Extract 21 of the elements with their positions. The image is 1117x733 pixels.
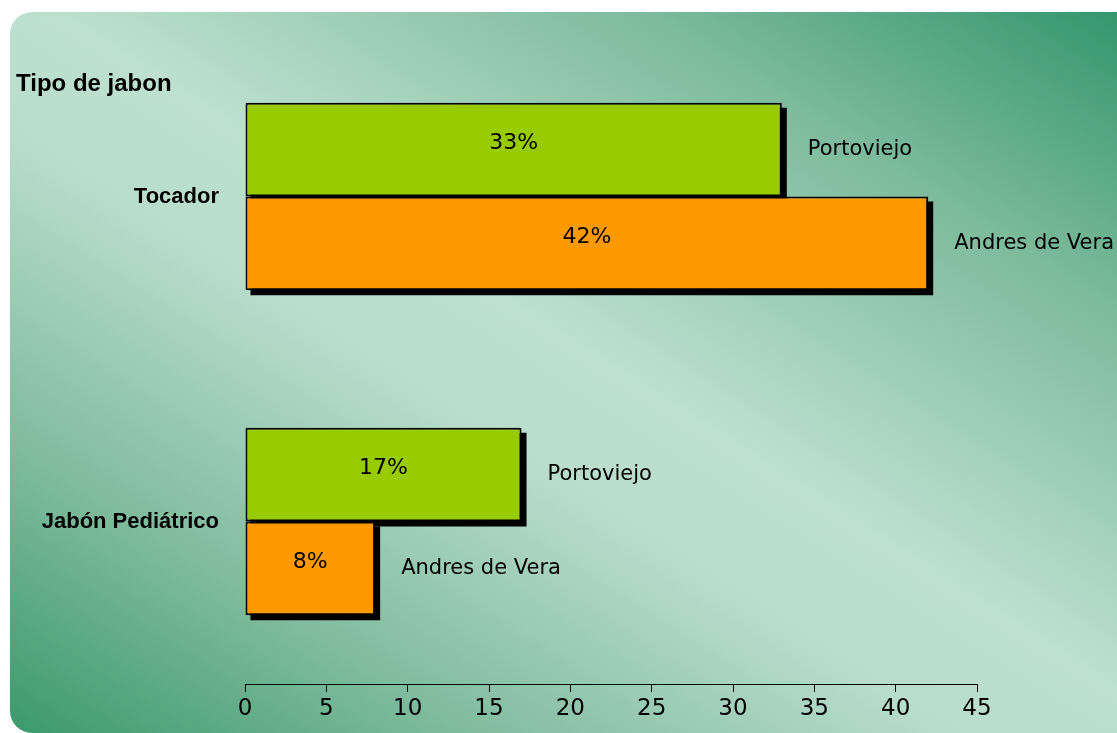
y-axis-title: Tipo de jabon [16,68,172,96]
x-tick-label: 20 [555,693,585,720]
data-label: 17% [359,454,408,480]
text: Portoviejo [547,461,652,486]
x-tick-label: 40 [881,693,911,720]
x-tick-label: 35 [799,693,829,720]
series-label: Andres de Vera [954,229,1114,254]
data-label: 8% [292,548,328,574]
data-label: 33% [489,129,539,155]
x-tick-label: 0 [237,693,253,720]
y-tick-label: Tocador [133,182,220,208]
y-tick-label: Jabón Pediátrico [41,507,219,533]
x-tick-label: 10 [393,693,423,720]
data-label: 42% [562,223,612,249]
x-tick-label: 5 [319,693,334,720]
series-label: Portoviejo [807,136,913,161]
x-tick-label: 45 [962,693,992,720]
x-tick-label: 15 [474,693,504,720]
x-tick-label: 30 [718,693,748,720]
x-tick-label: 25 [637,693,667,720]
text: Andres de Vera [401,554,561,579]
